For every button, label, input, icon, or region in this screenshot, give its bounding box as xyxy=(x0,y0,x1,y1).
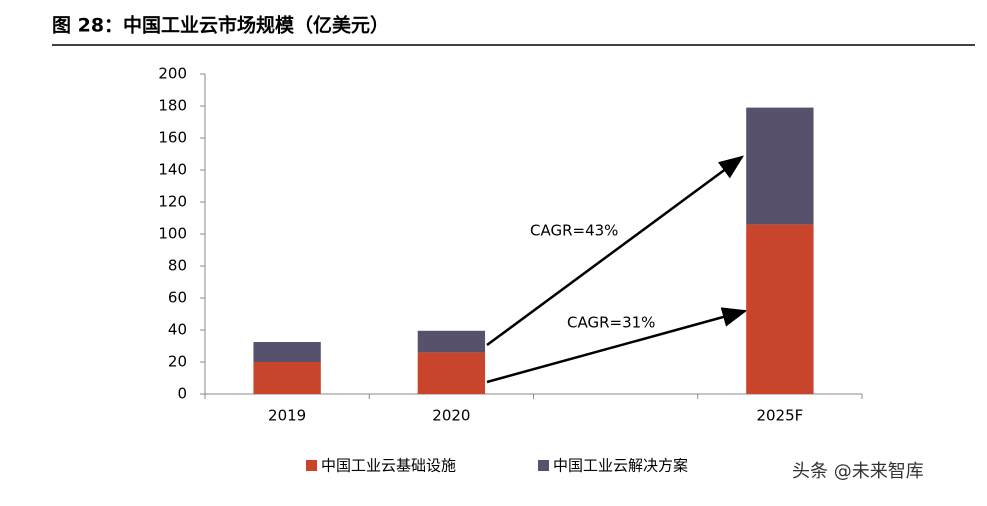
x-tick-label: 2025F xyxy=(756,407,803,425)
bar-segment xyxy=(253,342,321,362)
legend-swatch xyxy=(306,460,317,471)
bar-segment xyxy=(746,224,814,394)
y-tick-label: 200 xyxy=(158,65,187,83)
y-tick-label: 20 xyxy=(168,353,187,371)
arrow xyxy=(486,307,748,384)
legend-swatch xyxy=(538,460,549,471)
bar-segment xyxy=(417,330,486,353)
y-tick-label: 140 xyxy=(158,161,187,179)
arrow xyxy=(486,155,745,347)
x-tick-label: 2019 xyxy=(268,407,306,425)
annotation: CAGR=31% xyxy=(567,314,655,332)
y-tick-label: 100 xyxy=(158,225,187,243)
y-tick-label: 0 xyxy=(177,385,187,403)
y-tick-label: 180 xyxy=(158,97,187,115)
y-tick-label: 80 xyxy=(168,257,187,275)
bar-segment xyxy=(253,362,321,394)
x-tick-label: 2020 xyxy=(432,407,470,425)
y-tick-label: 120 xyxy=(158,193,187,211)
watermark: 头条 @未来智库 xyxy=(792,461,924,482)
bar-segment xyxy=(746,107,814,225)
y-tick-label: 160 xyxy=(158,129,187,147)
y-tick-label: 40 xyxy=(168,321,187,339)
legend-label: 中国工业云解决方案 xyxy=(553,457,688,475)
y-tick-label: 60 xyxy=(168,289,187,307)
annotation: CAGR=43% xyxy=(530,222,618,240)
chart-title: 图 28：中国工业云市场规模（亿美元） xyxy=(52,14,389,37)
legend-label: 中国工业云基础设施 xyxy=(321,457,456,475)
bar-segment xyxy=(417,352,486,394)
